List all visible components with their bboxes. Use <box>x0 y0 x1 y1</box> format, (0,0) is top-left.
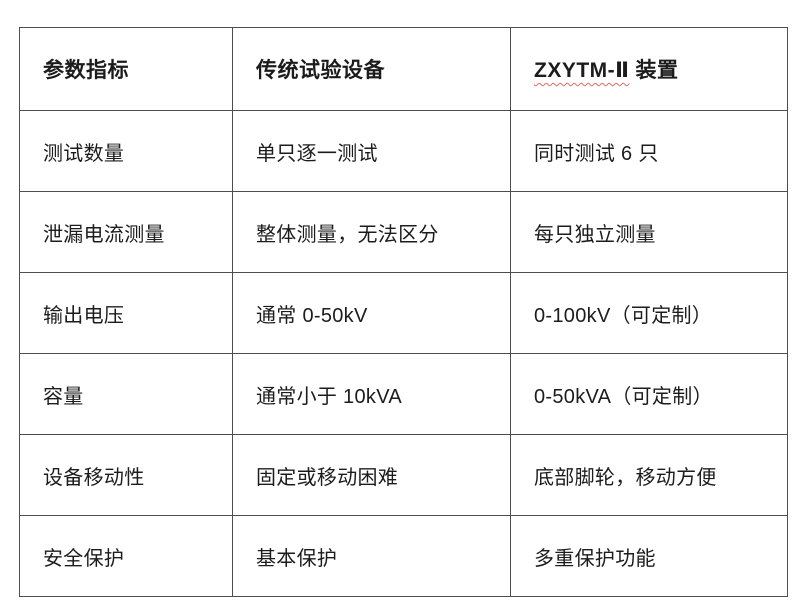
cell-param: 测试数量 <box>19 110 233 192</box>
cell-traditional: 整体测量，无法区分 <box>232 191 511 273</box>
cell-device: 0-100kV（可定制） <box>510 272 788 354</box>
cell-param: 输出电压 <box>19 272 233 354</box>
header-cell-device: ZXYTM-Ⅱ 装置 <box>510 27 788 111</box>
table-row: 泄漏电流测量 整体测量，无法区分 每只独立测量 <box>19 191 788 273</box>
table-row: 测试数量 单只逐一测试 同时测试 6 只 <box>19 110 788 192</box>
header-cell-param: 参数指标 <box>19 27 233 111</box>
cell-traditional: 基本保护 <box>232 515 511 597</box>
cell-device: 多重保护功能 <box>510 515 788 597</box>
cell-device: 0-50kVA（可定制） <box>510 353 788 435</box>
table-row: 容量 通常小于 10kVA 0-50kVA（可定制） <box>19 353 788 435</box>
cell-device: 底部脚轮，移动方便 <box>510 434 788 516</box>
table-row: 设备移动性 固定或移动困难 底部脚轮，移动方便 <box>19 434 788 516</box>
cell-traditional: 固定或移动困难 <box>232 434 511 516</box>
comparison-table: 参数指标 传统试验设备 ZXYTM-Ⅱ 装置 测试数量 单只逐一测试 同时测试 6… <box>19 27 788 597</box>
table-header-row: 参数指标 传统试验设备 ZXYTM-Ⅱ 装置 <box>19 27 788 111</box>
cell-device: 同时测试 6 只 <box>510 110 788 192</box>
cell-traditional: 通常小于 10kVA <box>232 353 511 435</box>
device-suffix-text: 装置 <box>635 59 679 82</box>
cell-traditional: 通常 0-50kV <box>232 272 511 354</box>
table-row: 安全保护 基本保护 多重保护功能 <box>19 515 788 597</box>
device-brand-text: ZXYTM-Ⅱ <box>534 59 630 82</box>
cell-traditional: 单只逐一测试 <box>232 110 511 192</box>
table-row: 输出电压 通常 0-50kV 0-100kV（可定制） <box>19 272 788 354</box>
header-cell-traditional: 传统试验设备 <box>232 27 511 111</box>
cell-param: 泄漏电流测量 <box>19 191 233 273</box>
cell-param: 设备移动性 <box>19 434 233 516</box>
cell-param: 容量 <box>19 353 233 435</box>
cell-param: 安全保护 <box>19 515 233 597</box>
cell-device: 每只独立测量 <box>510 191 788 273</box>
